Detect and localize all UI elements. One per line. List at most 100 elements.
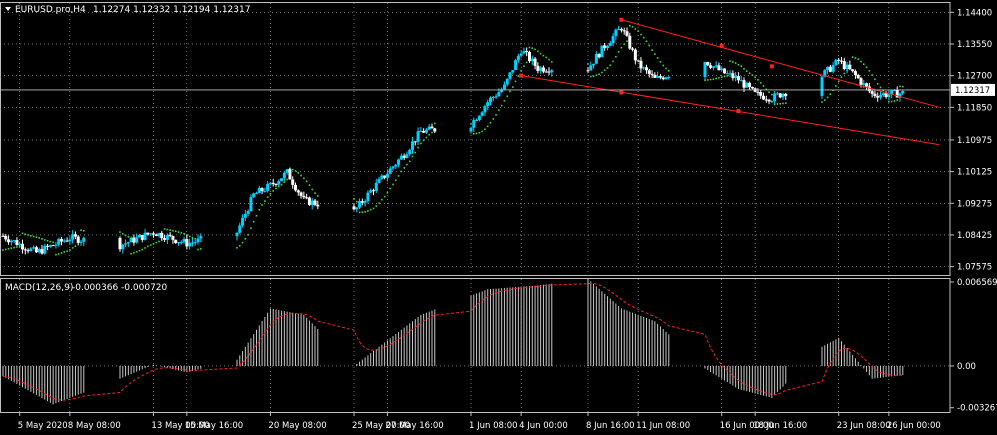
trend-marker [769, 64, 774, 69]
sar-dot [180, 232, 183, 234]
sar-dot [275, 187, 277, 190]
sar-dot [665, 67, 667, 70]
candle-body [408, 149, 412, 155]
candle-body [305, 197, 309, 199]
candle-body [477, 115, 481, 121]
candle-body [154, 234, 158, 237]
current-price-label: 1.12317 [955, 86, 990, 96]
sar-dot [266, 196, 269, 198]
sar-dot [592, 75, 595, 78]
macd-values: -0.000366 -0.000720 [72, 283, 168, 293]
candle-body [37, 249, 41, 253]
chart-header: EURUSD.pro,H4 1.12274 1.12332 1.12194 1.… [5, 5, 250, 15]
sar-dot [381, 198, 383, 201]
sar-dot [82, 230, 85, 232]
candle-body [235, 232, 239, 237]
candle-body [650, 73, 654, 75]
candle-body [725, 73, 729, 75]
price-tick-label: 1.12700 [957, 72, 992, 82]
candle-body [372, 190, 375, 192]
sar-dot [612, 60, 614, 63]
candle-body [124, 243, 128, 245]
sar-dot [520, 69, 522, 72]
sar-dot [21, 232, 24, 235]
candle-body [826, 66, 830, 71]
sar-dot [542, 54, 545, 57]
candle-body [539, 67, 543, 71]
candle-body [717, 65, 721, 71]
candle-body [706, 62, 710, 66]
sar-dot [651, 49, 653, 51]
sar-dot [876, 83, 879, 85]
sar-dot [743, 68, 745, 70]
candle-body [528, 51, 531, 62]
sar-dot [823, 99, 826, 101]
candle-body [163, 238, 167, 240]
sar-dot [169, 229, 171, 231]
sar-dot [163, 228, 166, 230]
time-tick-label: 8 May 08:00 [68, 421, 121, 431]
candle-body [360, 201, 364, 203]
macd-header: MACD(12,26,9) -0.000366 -0.000720 [5, 283, 168, 293]
candle-body [859, 78, 863, 85]
candle-body [32, 247, 36, 249]
sar-dot [589, 75, 592, 78]
candle-body [243, 213, 247, 218]
sar-dot [408, 160, 411, 163]
sar-dot [837, 80, 840, 83]
sar-dot [768, 91, 770, 94]
candle-body [23, 249, 27, 251]
sar-dot [517, 75, 520, 77]
sar-dot [283, 181, 286, 183]
sar-dot [420, 142, 422, 145]
candle-body [619, 28, 623, 31]
candle-body [491, 97, 495, 99]
sar-dot [294, 170, 297, 172]
sar-dot [186, 234, 188, 236]
sar-dot [147, 245, 149, 248]
sar-dot [525, 61, 528, 64]
sar-dot [194, 238, 197, 240]
sar-dot [130, 252, 132, 255]
candle-body [544, 71, 548, 73]
sar-dot [757, 78, 759, 81]
sar-dot [375, 205, 378, 207]
candle-body [416, 131, 420, 142]
sar-dot [238, 245, 241, 247]
candle-body [600, 45, 604, 58]
candle-body [60, 238, 63, 242]
sar-dot [38, 237, 41, 239]
triangle-down-icon[interactable] [5, 7, 11, 11]
time-tick-label: 26 Jun 00:00 [887, 421, 941, 431]
sar-dot [250, 227, 252, 229]
sar-dot [369, 208, 372, 211]
panel-frames [0, 2, 951, 413]
time-tick-label: 4 Jun 00:00 [519, 421, 568, 431]
candle-body [193, 242, 197, 244]
candle-body [500, 89, 504, 93]
sar-dot [484, 128, 486, 131]
sar-dot [166, 228, 169, 231]
sar-dot [821, 101, 823, 103]
sar-dot [631, 26, 634, 28]
sar-dot [431, 131, 433, 134]
candle-body [249, 197, 253, 211]
candle-body [383, 175, 387, 178]
candle-body [614, 29, 618, 37]
trend-marker [619, 17, 624, 22]
candle-body [480, 112, 484, 116]
candle-body [168, 234, 172, 236]
candle-body [427, 126, 431, 130]
sar-dot [264, 200, 266, 202]
candle-body [255, 193, 258, 195]
sar-dot [135, 250, 138, 253]
sar-dot [177, 231, 180, 233]
candle-body [633, 49, 637, 61]
sar-dot [155, 241, 158, 244]
sar-dot [642, 36, 645, 39]
sar-dot [857, 58, 860, 61]
candle-body [890, 90, 894, 95]
candle-body [586, 70, 590, 72]
